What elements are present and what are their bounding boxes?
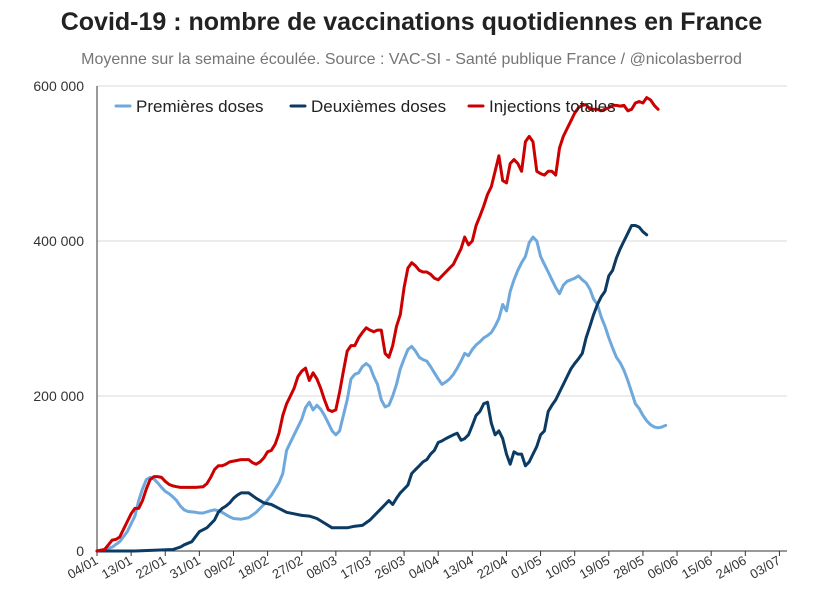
x-tick-label: 04/04 xyxy=(406,553,442,582)
y-tick-label: 600 000 xyxy=(33,78,84,94)
y-tick-label: 0 xyxy=(76,543,84,559)
series-line-1 xyxy=(95,235,668,553)
x-tick-label: 22/01 xyxy=(133,553,169,582)
chart-title: Covid-19 : nombre de vaccinations quotid… xyxy=(60,8,763,36)
y-tick-label: 200 000 xyxy=(33,388,84,404)
x-tick-label: 27/02 xyxy=(270,553,306,582)
x-tick-label: 17/03 xyxy=(338,553,374,582)
x-tick-label: 24/06 xyxy=(713,553,749,582)
x-tick-label: 06/06 xyxy=(645,553,681,582)
x-tick-label: 31/01 xyxy=(167,553,203,582)
x-tick-label: 10/05 xyxy=(543,553,579,582)
y-tick-label: 400 000 xyxy=(33,233,84,249)
x-tick-label: 26/03 xyxy=(372,553,408,582)
x-tick-label: 03/07 xyxy=(747,553,783,582)
x-tick-label: 15/06 xyxy=(679,553,715,582)
x-tick-label: 13/04 xyxy=(440,553,476,582)
x-tick-label: 13/01 xyxy=(99,553,135,582)
chart-subtitle: Moyenne sur la semaine écoulée. Source :… xyxy=(81,51,742,68)
x-tick-label: 01/05 xyxy=(508,553,544,582)
series-line-2 xyxy=(95,224,649,553)
x-tick-label: 18/02 xyxy=(235,553,271,582)
x-tick-label: 28/05 xyxy=(611,553,647,582)
x-tick-label: 09/02 xyxy=(201,553,237,582)
x-tick-label: 08/03 xyxy=(304,553,340,582)
legend-label: Premières doses xyxy=(136,97,264,116)
x-tick-label: 22/04 xyxy=(474,553,510,582)
legend-label: Injections totales xyxy=(489,97,616,116)
x-tick-label: 19/05 xyxy=(577,553,613,582)
series-line-3 xyxy=(95,96,660,553)
legend-label: Deuxièmes doses xyxy=(311,97,446,116)
